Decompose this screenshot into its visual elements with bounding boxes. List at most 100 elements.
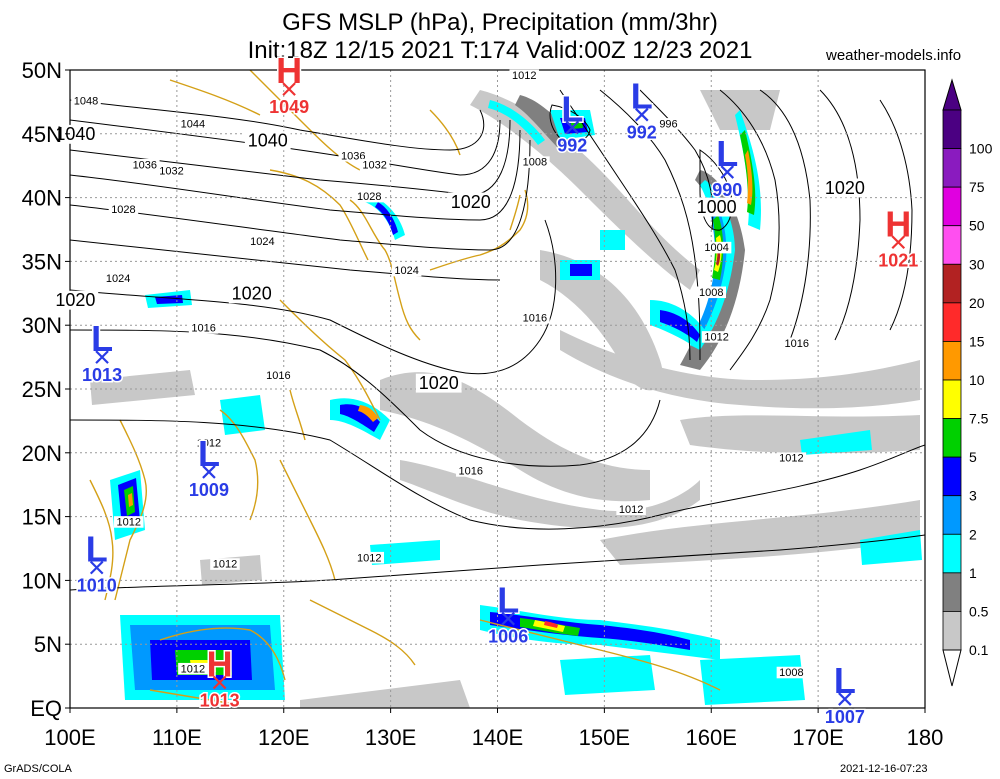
isobar-label-bg	[391, 264, 422, 277]
colorbar-swatch	[942, 572, 962, 612]
isobar-label-bg	[696, 286, 727, 299]
colorbar-swatch	[942, 109, 962, 149]
isobar-label-bg	[447, 192, 494, 212]
center-cross-icon	[635, 107, 649, 122]
center-cross-icon	[89, 560, 104, 575]
isobar-label-bg	[656, 118, 681, 130]
low-pressure-center: L 1006	[487, 578, 530, 648]
isobar-label: 1048	[74, 95, 98, 107]
isobar-label-bg	[776, 452, 807, 464]
pressure-system-value: 992	[557, 135, 587, 155]
isobar-label: 1020	[232, 284, 272, 304]
isobar-label-bg	[114, 516, 144, 528]
colorbar-label: 75	[969, 179, 985, 195]
isobar-label-bg	[693, 197, 740, 217]
isobar-label-bg	[52, 290, 99, 310]
high-pressure-center: H 1021	[877, 202, 920, 272]
pressure-system-value: 1007	[825, 707, 865, 727]
isobar-label-bg	[194, 437, 224, 449]
isobar-label: 1024	[394, 265, 418, 277]
isobar-label: 1004	[704, 242, 728, 254]
center-cross-icon	[282, 82, 296, 96]
isobar-label: 1020	[419, 373, 459, 393]
isobar-label: 1024	[106, 273, 130, 285]
pressure-system-letter: H	[885, 203, 911, 244]
colorbar-label: 7.5	[969, 411, 989, 427]
colorbar-swatch	[942, 302, 962, 342]
colorbar-label: 30	[969, 256, 985, 272]
isobar-label-bg	[71, 95, 101, 107]
isobar-label: 1020	[825, 178, 865, 198]
isobar-label-bg	[359, 158, 390, 171]
colorbar-swatch	[942, 225, 962, 265]
colorbar-swatch	[942, 533, 962, 574]
isobar-label: 1028	[357, 191, 381, 203]
isobar-label: 1020	[55, 290, 95, 310]
low-pressure-center: L 1010	[75, 527, 118, 597]
colorbar-label: 0.5	[969, 603, 989, 619]
lat-tick-label: EQ	[30, 696, 62, 721]
lon-tick-label: 120E	[258, 725, 309, 750]
pressure-system-value: 992	[627, 123, 657, 143]
isobar-label: 1016	[266, 370, 290, 382]
center-cross-icon	[202, 465, 216, 479]
isobar-label: 1012	[213, 559, 237, 571]
isobar-label: 1032	[362, 159, 386, 171]
colorbar-swatch	[942, 186, 962, 227]
colorbar-bottom-arrow	[942, 649, 962, 687]
isobar-label-bg	[103, 272, 133, 285]
colorbar-top-arrow	[942, 78, 962, 111]
colorbar-label: 1	[969, 565, 977, 581]
lat-tick-label: 30N	[22, 313, 62, 338]
isobar-label-bg	[520, 312, 550, 324]
isobar-label-bg	[701, 241, 732, 254]
software-label: GrADS/COLA	[4, 763, 72, 775]
lon-tick-label: 150E	[579, 725, 630, 750]
colorbar-label: 3	[969, 488, 977, 504]
isobar-label-bg	[354, 551, 385, 564]
isobar-label-bg	[821, 178, 868, 198]
low-pressure-center: L 992	[556, 87, 589, 157]
colorbar-swatch	[942, 341, 962, 381]
colorbar-label: 20	[969, 295, 985, 311]
high-pressure-center: H 1049	[268, 49, 311, 119]
isobar-label-bg	[52, 124, 99, 144]
lon-tick-label: 100E	[44, 725, 95, 750]
isobar-label-bg	[263, 369, 294, 381]
colorbar-swatch	[942, 611, 962, 651]
center-cross-icon	[212, 675, 227, 690]
pressure-system-letter: L	[631, 76, 653, 117]
map-title: GFS MSLP (hPa), Precipitation (mm/3hr)	[282, 9, 718, 36]
lon-tick-label: 110E	[152, 725, 202, 750]
isobar-label: 1032	[159, 166, 183, 178]
pressure-system-letter: L	[716, 133, 738, 174]
pressure-system-value: 1006	[488, 627, 528, 647]
isobar-label-bg	[520, 156, 550, 168]
lat-tick-label: 40N	[22, 186, 62, 211]
isobar-label: 1000	[697, 197, 737, 217]
isobar-label: 1012	[779, 453, 803, 465]
isobar-label: 996	[659, 118, 677, 130]
lat-tick-label: 10N	[22, 568, 62, 593]
pressure-system-value: 1021	[878, 250, 918, 270]
isobar-label-bg	[354, 190, 385, 203]
timestamp-label: 2021-12-16-07:23	[840, 763, 928, 775]
isobar-label-bg	[247, 235, 278, 248]
pressure-system-value: 1049	[269, 97, 309, 117]
isobar-label-bg	[228, 284, 275, 304]
isobar-label: 1024	[250, 236, 274, 248]
colorbar-label: 10	[969, 372, 985, 388]
isobar-label-bg	[616, 503, 646, 515]
colorbar-swatch	[942, 495, 962, 535]
isobar-label: 1012	[117, 517, 141, 529]
isobar-label: 1012	[357, 552, 381, 564]
colorbar-label: 50	[969, 218, 985, 234]
lon-tick-label: 130E	[365, 725, 416, 750]
pressure-system-letter: H	[207, 643, 233, 684]
lat-tick-label: 20N	[22, 441, 62, 466]
center-cross-icon	[838, 692, 852, 706]
isobar-label: 1016	[459, 465, 483, 477]
isobar-label-bg	[178, 118, 208, 130]
lat-tick-label: 25N	[22, 377, 62, 402]
